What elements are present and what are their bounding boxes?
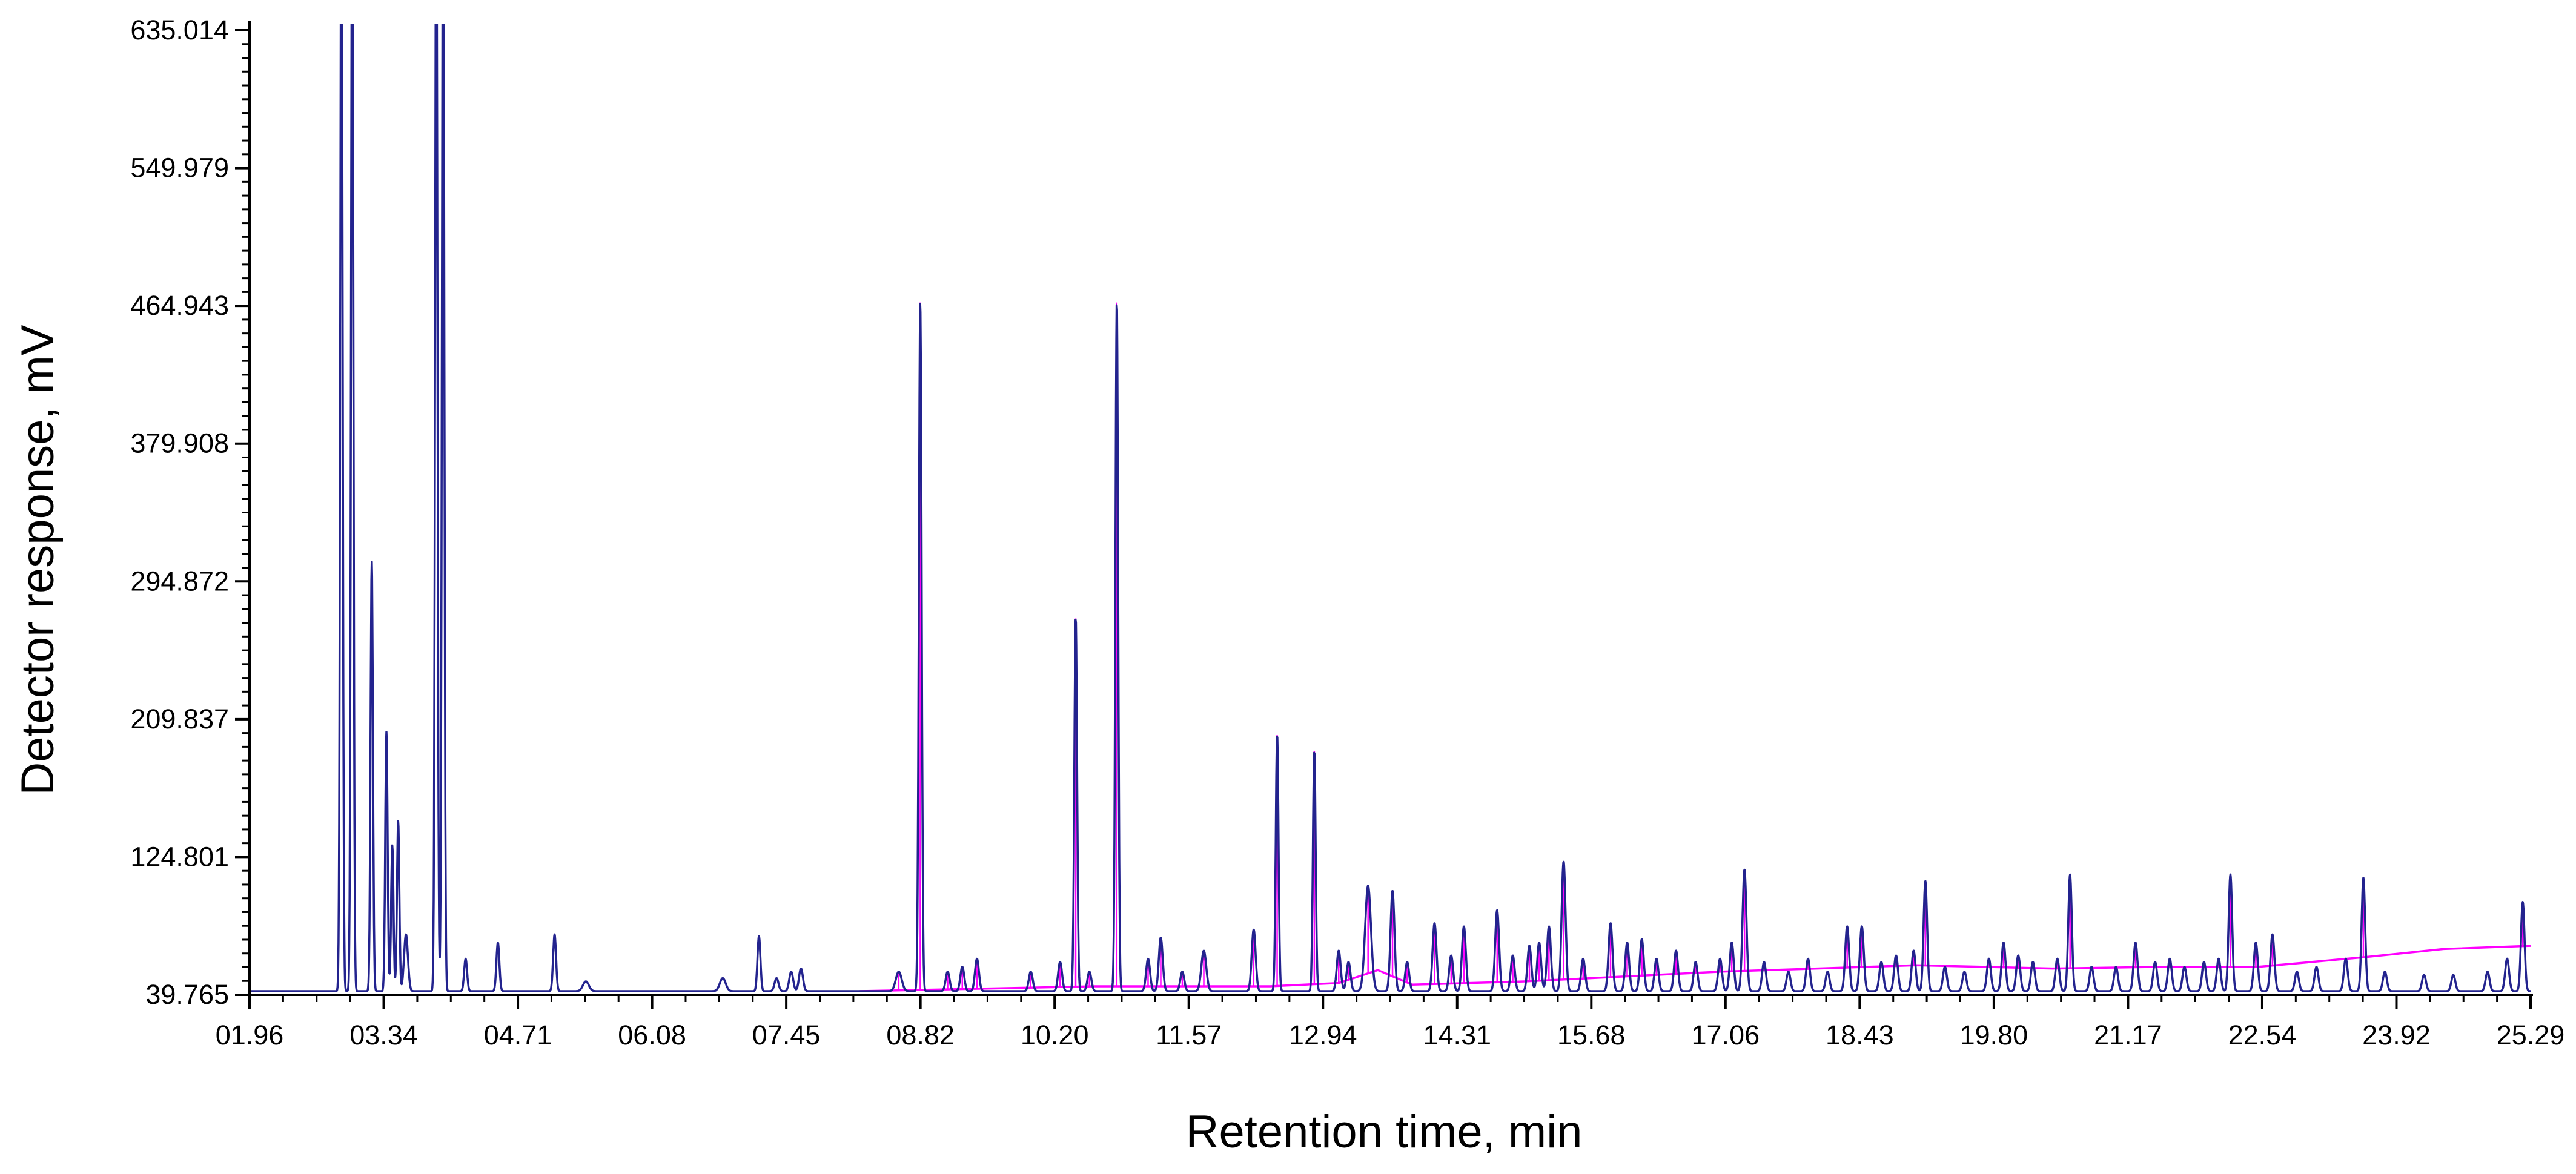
y-tick-label: 635.014 [130,15,229,45]
x-tick-label: 15.68 [1557,1020,1626,1050]
x-tick-label: 21.17 [2094,1020,2162,1050]
x-tick-label: 17.06 [1692,1020,1760,1050]
x-tick-label: 23.92 [2362,1020,2431,1050]
x-tick-label: 11.57 [1156,1020,1222,1050]
x-tick-label: 06.08 [618,1020,686,1050]
x-tick-label: 19.80 [1960,1020,2028,1050]
x-tick-label: 01.96 [216,1020,284,1050]
x-tick-label: 03.34 [349,1020,418,1050]
x-tick-label: 07.45 [752,1020,821,1050]
y-tick-label: 209.837 [130,704,229,734]
axes: Detector response, mV Retention time, mi… [12,15,2564,1158]
x-tick-label: 25.29 [2497,1020,2565,1050]
baseline-line [859,945,2531,992]
y-tick-label: 294.872 [130,566,229,596]
x-tick-label: 18.43 [1826,1020,1894,1050]
x-axis-title: Retention time, min [1186,1106,1583,1158]
chromatogram-line [250,24,2532,992]
x-tick-label: 10.20 [1021,1020,1089,1050]
x-tick-label: 22.54 [2228,1020,2297,1050]
y-tick-label: 549.979 [130,153,229,183]
y-tick-label: 464.943 [130,290,229,321]
x-tick-label: 14.31 [1423,1020,1491,1050]
y-tick-label: 124.801 [130,841,229,872]
x-tick-label: 04.71 [484,1020,552,1050]
x-tick-label: 08.82 [886,1020,955,1050]
plot-area [250,24,2532,992]
y-tick-label: 379.908 [130,428,229,459]
y-axis-title: Detector response, mV [12,325,64,796]
x-tick-label: 12.94 [1289,1020,1357,1050]
y-tick-label: 39.765 [145,979,229,1010]
